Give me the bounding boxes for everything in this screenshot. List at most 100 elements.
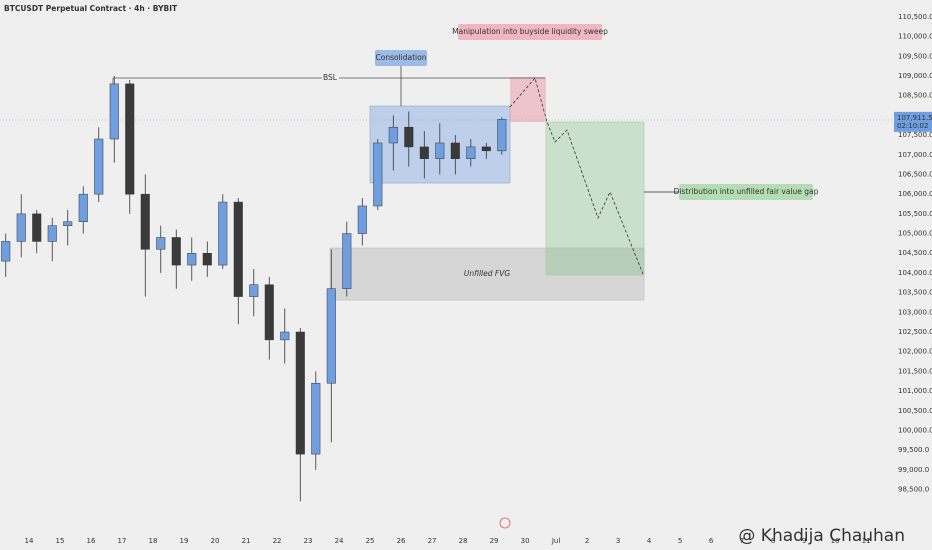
y-tick-label: 107,500.0 xyxy=(898,131,932,139)
countdown-label: 02:10:02 xyxy=(897,122,928,130)
y-tick-label: 109,000.0 xyxy=(898,72,932,80)
candle-body xyxy=(419,146,429,159)
x-tick-label: 26 xyxy=(397,537,406,545)
candle-body xyxy=(388,126,398,144)
x-tick-label: 7 xyxy=(740,537,744,545)
last-price-label: 107,911.5 xyxy=(897,114,932,122)
last-price-box xyxy=(894,111,932,132)
projection-path xyxy=(509,77,644,275)
y-tick-label: 104,000.0 xyxy=(898,269,932,277)
candle-body xyxy=(125,83,135,195)
candle-body xyxy=(202,252,212,266)
fvg-zone xyxy=(329,247,645,301)
candle-body xyxy=(357,205,367,234)
y-tick-label: 110,000.0 xyxy=(898,33,932,41)
x-tick-label: 30 xyxy=(521,537,530,545)
x-tick-label: 14 xyxy=(25,537,34,545)
x-tick-label: 8 xyxy=(771,537,775,545)
x-tick-label: 19 xyxy=(180,537,189,545)
y-tick-label: 100,500.0 xyxy=(898,407,932,415)
candle-body xyxy=(295,331,305,455)
y-tick-label: 108,500.0 xyxy=(898,92,932,100)
candle-body xyxy=(156,237,166,250)
candle-body xyxy=(326,288,336,384)
y-tick-label: 109,500.0 xyxy=(898,52,932,60)
y-tick-label: 101,000.0 xyxy=(898,387,932,395)
candle-body xyxy=(233,201,243,297)
candle-body xyxy=(373,142,383,207)
y-tick-label: 99,000.0 xyxy=(898,466,929,474)
consolidation-label: Consolidation xyxy=(376,53,427,62)
distribution-zone xyxy=(545,121,645,276)
y-tick-label: 103,000.0 xyxy=(898,308,932,316)
candle-body xyxy=(342,233,352,289)
x-tick-label: 28 xyxy=(459,537,468,545)
candle-body xyxy=(94,138,104,195)
candle-body xyxy=(280,331,290,341)
x-tick-label: 23 xyxy=(304,537,313,545)
x-tick-label: 2 xyxy=(585,537,589,545)
candle-body xyxy=(481,146,491,152)
consolidation-label-box xyxy=(375,50,427,66)
manipulation-label: Manipulation into buyside liquidity swee… xyxy=(452,27,608,36)
x-tick-label: 11 xyxy=(862,537,871,545)
candle-body xyxy=(311,382,321,455)
candle-body xyxy=(466,146,476,159)
candle-body xyxy=(264,284,274,341)
event-icon[interactable] xyxy=(499,517,511,529)
y-tick-label: 100,000.0 xyxy=(898,426,932,434)
candle-body xyxy=(1,241,11,262)
x-tick-label: 22 xyxy=(273,537,282,545)
y-tick-label: 107,000.0 xyxy=(898,151,932,159)
manipulation-label-box xyxy=(458,24,602,40)
y-tick-label: 103,500.0 xyxy=(898,289,932,297)
y-tick-label: 99,500.0 xyxy=(898,446,929,454)
distribution-label-box xyxy=(679,184,813,200)
candle-body xyxy=(47,225,57,242)
x-tick-label: 17 xyxy=(118,537,127,545)
candle-body xyxy=(218,201,228,266)
y-tick-label: 105,500.0 xyxy=(898,210,932,218)
bsl-label-bg xyxy=(322,72,339,84)
candle-body xyxy=(497,119,507,152)
x-tick-label: 9 xyxy=(802,537,806,545)
x-tick-label: 29 xyxy=(490,537,499,545)
x-tick-label: 10 xyxy=(831,537,840,545)
x-tick-label: 21 xyxy=(242,537,251,545)
y-tick-label: 106,500.0 xyxy=(898,170,932,178)
candle-body xyxy=(435,142,445,159)
candle-body xyxy=(450,142,460,159)
x-tick-label: 3 xyxy=(616,537,620,545)
x-tick-label: 20 xyxy=(211,537,220,545)
manipulation-zone xyxy=(510,77,546,122)
y-tick-label: 106,000.0 xyxy=(898,190,932,198)
y-tick-label: 104,500.0 xyxy=(898,249,932,257)
candle-body xyxy=(16,213,26,242)
candle-body xyxy=(32,213,42,242)
y-tick-label: 110,500.0 xyxy=(898,13,932,21)
candle-body xyxy=(109,83,119,140)
x-tick-label: 25 xyxy=(366,537,375,545)
y-tick-label: 98,500.0 xyxy=(898,486,929,494)
chart-title: BTCUSDT Perpetual Contract · 4h · BYBIT xyxy=(4,4,178,13)
x-tick-label: 5 xyxy=(678,537,682,545)
x-tick-label: 15 xyxy=(56,537,65,545)
candle-body xyxy=(63,221,73,226)
candle-body xyxy=(404,126,414,148)
candle-body xyxy=(78,193,88,222)
bsl-label: BSL xyxy=(323,73,338,82)
candle-body xyxy=(187,252,197,266)
distribution-label: Distribution into unfilled fair value ga… xyxy=(674,187,819,196)
y-tick-label: 101,500.0 xyxy=(898,367,932,375)
x-tick-label: 4 xyxy=(647,537,652,545)
watermark: @ Khadija Chauhan xyxy=(738,526,905,546)
x-tick-label: 18 xyxy=(149,537,158,545)
fvg-label: Unfilled FVG xyxy=(464,269,510,278)
x-tick-label: 27 xyxy=(428,537,437,545)
x-tick-label: Jul xyxy=(551,537,561,545)
y-tick-label: 102,000.0 xyxy=(898,348,932,356)
y-tick-label: 102,500.0 xyxy=(898,328,932,336)
